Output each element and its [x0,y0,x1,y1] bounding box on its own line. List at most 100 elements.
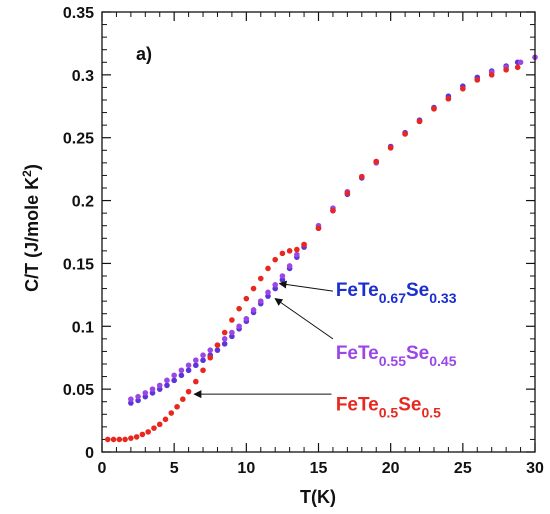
data-point [257,275,264,282]
x-tick-label: 5 [170,460,179,477]
data-point [180,396,186,403]
series-1 [128,59,521,406]
data-point [171,377,177,384]
data-point [122,436,128,443]
data-point [162,416,169,423]
data-point [359,173,365,180]
data-point [221,341,228,347]
data-point [460,85,466,92]
data-point [185,362,192,369]
data-point [164,377,170,384]
data-point [517,59,524,66]
data-point [156,382,163,389]
data-point [294,251,300,258]
data-point [135,393,141,400]
data-point [257,298,264,304]
data-point [151,425,157,431]
data-point [488,72,495,78]
data-point [178,367,185,374]
data-point [272,282,279,288]
x-tick-label: 0 [98,460,107,477]
y-tick-label: 0.1 [72,319,94,336]
data-point [445,95,452,102]
y-tick-label: 0 [85,445,94,462]
data-point [294,246,300,253]
data-point [171,372,177,379]
annotation-arrows [193,280,334,399]
y-tick-label: 0.05 [63,382,94,399]
data-point [139,431,146,438]
data-point [207,347,214,353]
data-point [229,329,235,336]
data-point [200,367,206,374]
data-point [110,436,117,443]
data-point [104,436,111,443]
data-point [193,378,199,385]
data-point [373,158,380,165]
x-tick-label: 10 [237,460,255,477]
x-tick-label: 20 [382,460,400,477]
data-point [164,382,170,389]
data-point [142,390,149,396]
data-point [221,329,228,336]
data-point [145,429,151,435]
data-point [178,372,185,379]
data-point [243,295,250,302]
x-tick-label: 25 [454,460,472,477]
series-2 [128,54,538,403]
data-point [402,131,408,137]
data-point [168,410,175,416]
data-point [272,256,279,263]
data-point [514,64,521,71]
data-point [265,289,271,296]
data-point [193,357,199,364]
data-point [133,434,140,440]
data-point [416,118,423,125]
data-point [193,362,199,369]
data-point [236,305,242,312]
x-tick-label: 30 [526,460,544,477]
y-tick-label: 0.2 [72,194,94,211]
data-point [431,106,437,112]
x-tick-label: 15 [310,460,328,477]
data-point [503,67,509,73]
data-point [200,357,206,364]
data-point [286,248,293,254]
data-point [116,436,123,443]
y-tick-label: 0.3 [72,68,94,85]
data-point [243,315,250,322]
data-point [301,241,307,248]
y-tick-label: 0.15 [63,256,94,273]
plot-frame [101,11,536,453]
data-point [156,421,163,428]
annotation-arrow [278,280,334,292]
data-point [265,265,271,272]
annotation-labels: FeTe0.67Se0.33 FeTe0.55Se0.45 FeTe0.5Se0.5 [336,280,457,420]
y-axis-label-superscript: 2 [20,170,34,177]
data-point [279,273,286,279]
data-point [185,367,192,374]
annotation-label: FeTe0.67Se0.33 [336,280,457,306]
annotation-label: FeTe0.5Se0.5 [336,395,441,421]
data-point [279,250,286,257]
y-axis-label-close: ) [22,164,42,170]
data-point [149,386,156,392]
data-point [315,225,322,232]
data-point [200,352,206,359]
data-point [236,323,242,330]
annotation-arrow [274,298,334,340]
data-point [229,317,235,323]
data-point [185,388,192,395]
y-tick-label: 0.25 [63,131,94,148]
data-point [286,263,293,269]
svg-text:C/T (J/mole K2): C/T (J/mole K2) [20,164,42,292]
data-point [221,336,228,342]
data-point [387,144,394,151]
data-point [344,190,351,196]
y-axis-title: C/T (J/mole K2) [20,164,42,292]
data-point [214,342,221,348]
panel-label: a) [136,44,152,64]
data-points [104,54,538,443]
data-point [174,403,180,410]
y-tick-label: 0.35 [63,5,94,22]
